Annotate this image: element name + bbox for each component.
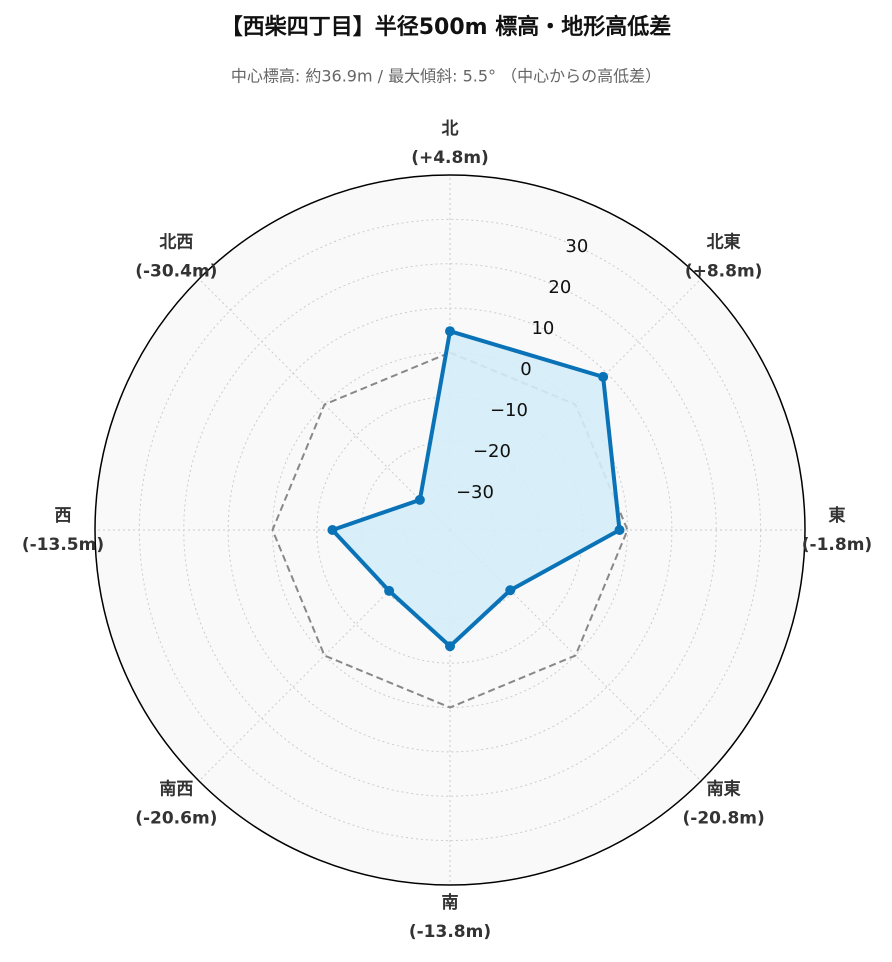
category-label: 北東: [707, 231, 741, 252]
value-label: (+8.8m): [685, 261, 763, 281]
r-tick-label: 20: [548, 277, 571, 298]
plot-border: [94, 174, 806, 886]
r-tick-label: −10: [490, 400, 528, 421]
grid-spoke: [449, 278, 702, 531]
r-tick-label: −30: [456, 482, 494, 503]
data-point: [598, 371, 609, 382]
r-tick-label: 10: [531, 318, 554, 339]
category-label: 南: [442, 892, 459, 913]
value-label: (-30.4m): [135, 261, 217, 281]
value-label: (-20.6m): [135, 809, 217, 829]
value-label: (-13.8m): [409, 922, 491, 942]
data-point: [414, 494, 425, 505]
category-label: 南西: [159, 779, 193, 800]
value-label: (-1.8m): [802, 535, 872, 555]
chart-subtitle: 中心標高: 約36.9m / 最大傾斜: 5.5° （中心からの高低差）: [231, 67, 661, 86]
data-point: [445, 326, 455, 337]
data-point: [384, 585, 395, 596]
value-label: (-20.8m): [683, 809, 765, 829]
category-label: 南東: [707, 779, 741, 800]
data-point: [445, 641, 455, 652]
grid-spoke: [198, 278, 451, 531]
category-label: 北西: [159, 232, 193, 252]
data-point: [327, 525, 338, 535]
r-tick-label: 30: [565, 236, 588, 257]
r-tick-label: −20: [473, 441, 511, 462]
chart-title: 【西柴四丁目】半径500m 標高・地形高低差: [221, 14, 672, 40]
category-label: 東: [829, 505, 846, 526]
category-label: 西: [55, 506, 72, 526]
value-label: (-13.5m): [22, 535, 104, 555]
data-point: [614, 525, 625, 535]
r-tick-label: 0: [520, 359, 531, 380]
data-point: [505, 585, 516, 596]
grid-spoke: [449, 529, 702, 782]
grid-spoke: [198, 529, 451, 782]
category-label: 北: [442, 119, 459, 139]
value-label: (+4.8m): [411, 148, 489, 168]
